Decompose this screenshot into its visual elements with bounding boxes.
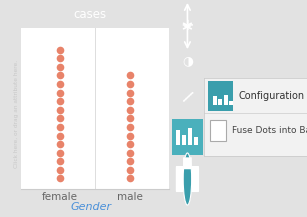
FancyBboxPatch shape: [213, 96, 217, 105]
Text: Gender: Gender: [70, 202, 111, 212]
FancyBboxPatch shape: [183, 157, 192, 169]
FancyBboxPatch shape: [176, 130, 181, 145]
FancyBboxPatch shape: [224, 95, 228, 105]
Text: ✛: ✛: [182, 19, 193, 33]
FancyBboxPatch shape: [194, 137, 198, 145]
FancyBboxPatch shape: [210, 120, 226, 141]
Text: Fuse Dots into Bars: Fuse Dots into Bars: [232, 126, 307, 135]
FancyBboxPatch shape: [188, 128, 192, 145]
Text: Click here, or drag an attribute here.: Click here, or drag an attribute here.: [14, 60, 19, 168]
FancyBboxPatch shape: [172, 119, 203, 155]
Text: Configuration: Configuration: [238, 91, 305, 101]
FancyBboxPatch shape: [182, 135, 186, 145]
Text: cases: cases: [74, 8, 107, 21]
FancyBboxPatch shape: [218, 99, 222, 105]
FancyBboxPatch shape: [229, 101, 233, 105]
FancyBboxPatch shape: [176, 166, 199, 192]
Text: /: /: [181, 90, 194, 105]
FancyBboxPatch shape: [208, 81, 233, 111]
Text: ◑: ◑: [182, 54, 193, 67]
Circle shape: [183, 153, 192, 205]
